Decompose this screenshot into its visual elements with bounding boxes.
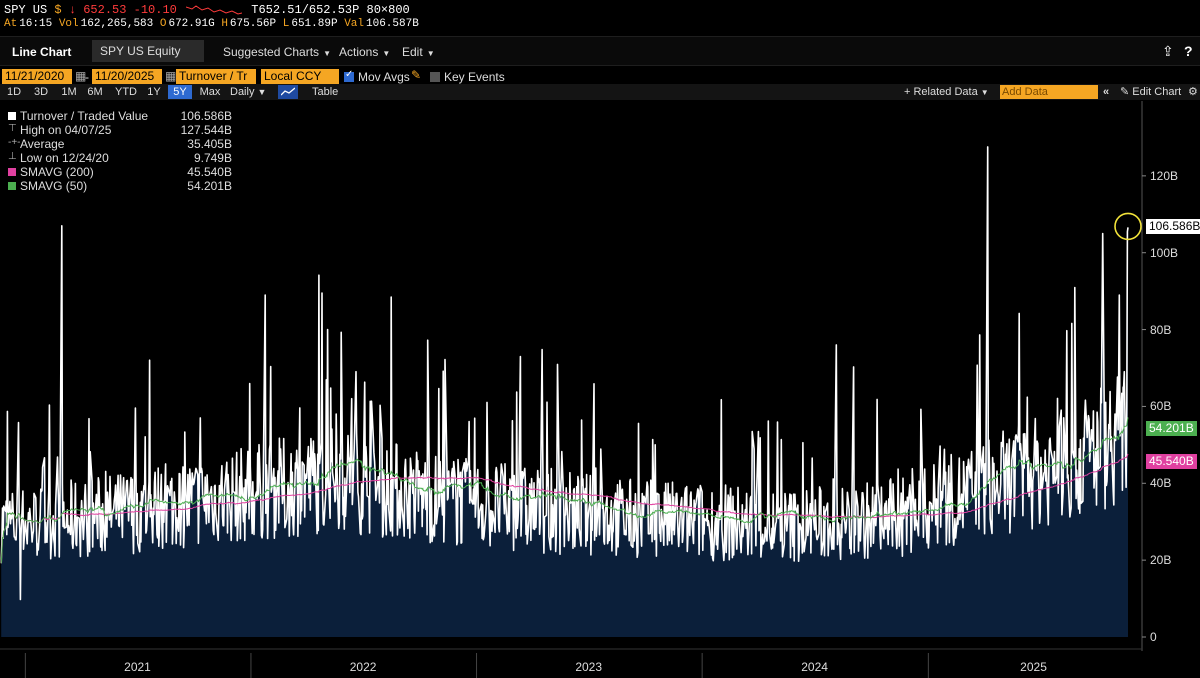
last-value-badge-smavg-200: 45.540B	[1146, 453, 1197, 469]
date-separator: -	[85, 70, 89, 84]
table-button[interactable]: Table	[312, 86, 339, 98]
range-ytd[interactable]: YTD	[115, 86, 137, 98]
range-6m[interactable]: 6M	[87, 86, 103, 98]
vol-label: Vol	[58, 18, 79, 30]
menu-bar: Line Chart SPY US Equity Suggested Chart…	[0, 36, 1200, 66]
range-1d[interactable]: 1D	[6, 86, 22, 98]
y-tick-label: 60B	[1150, 399, 1172, 414]
volume: 162,265,583	[80, 18, 154, 30]
ticker-bar: SPY US $ ↓ 652.53 -10.10 T652.51/652.53P…	[0, 0, 1200, 34]
low-price: 651.89P	[291, 18, 338, 30]
sparkline-icon	[185, 5, 243, 15]
legend-low: ⊥ Low on 12/24/20 9.749B	[8, 151, 232, 165]
traded-value: 106.587B	[366, 18, 419, 30]
val-label: Val	[344, 18, 364, 30]
smavg-200-line	[0, 453, 1129, 564]
range-max[interactable]: Max	[199, 86, 221, 98]
square-marker-icon	[8, 182, 16, 190]
last-value-badge-smavg-50: 54.201B	[1146, 420, 1197, 436]
x-tick-label: 2023	[575, 660, 603, 674]
smavg-50-line	[0, 417, 1129, 564]
last-price: 652.53	[83, 3, 127, 17]
legend-smavg-200: SMAVG (200) 45.540B	[8, 165, 236, 179]
chevron-down-icon: ▼	[382, 49, 391, 58]
y-tick-label: 0	[1150, 630, 1157, 644]
key-events-checkbox[interactable]	[430, 72, 440, 82]
high-price: 675.56P	[229, 18, 277, 30]
square-marker-icon	[8, 168, 16, 176]
page-title: Line Chart	[12, 45, 72, 59]
last-value-badge-turnover: 106.586B	[1146, 219, 1200, 235]
calendar-icon[interactable]: ▦	[165, 69, 177, 83]
at-label: At	[4, 18, 18, 30]
legend-smavg-50: SMAVG (50) 54.201B	[8, 179, 236, 193]
actions-menu[interactable]: Actions ▼	[339, 45, 391, 59]
average-marker-icon: -+-	[8, 137, 21, 148]
range-5y[interactable]: 5Y	[168, 85, 192, 99]
x-tick-label: 2024	[801, 660, 828, 674]
bid-ask: T652.51/652.53P	[251, 3, 360, 17]
open-label: O	[159, 18, 167, 30]
last-time: 16:15	[19, 18, 53, 30]
currency-select[interactable]: Local CCY	[261, 69, 339, 84]
high-label: H	[221, 18, 228, 30]
edit-menu[interactable]: Edit ▼	[402, 45, 435, 59]
price-change: -10.10	[133, 3, 177, 17]
export-icon[interactable]: ⇪	[1162, 43, 1174, 59]
field-select[interactable]: Turnover / Tr	[176, 69, 256, 84]
related-data-button[interactable]: + Related Data ▼	[904, 86, 989, 98]
pencil-icon: ✎	[1120, 86, 1130, 98]
params-row: 11/21/2020 ▦ - 11/20/2025 ▦ Turnover / T…	[0, 68, 1200, 85]
low-label: L	[282, 18, 290, 30]
chevron-down-icon: ▼	[980, 88, 989, 97]
help-icon[interactable]: ?	[1184, 43, 1193, 59]
bid-ask-size: 80×800	[366, 3, 410, 17]
legend-turnover: Turnover / Traded Value 106.586B	[8, 109, 236, 123]
square-marker-icon	[8, 112, 16, 120]
y-tick-label: 120B	[1150, 168, 1179, 183]
edit-chart-button[interactable]: ✎ Edit Chart	[1120, 86, 1182, 98]
calendar-icon[interactable]: ▦	[75, 69, 87, 83]
x-tick-label: 2025	[1020, 660, 1047, 674]
dollar-icon: $	[54, 3, 62, 17]
range-row: 1D 3D 1M 6M YTD 1Y 5Y Max Daily ▼ Table …	[0, 84, 1200, 100]
y-tick-label: 40B	[1150, 476, 1172, 491]
line-chart-icon[interactable]	[278, 85, 298, 99]
pencil-icon[interactable]: ✎	[411, 68, 422, 82]
down-arrow-icon: ↓	[68, 3, 77, 17]
chevron-down-icon: ▼	[257, 87, 267, 97]
security-input[interactable]: SPY US Equity	[92, 40, 204, 62]
ticker-symbol[interactable]: SPY US	[4, 3, 48, 17]
high-marker-icon: ⊤	[8, 123, 17, 134]
chevron-down-icon: ▼	[426, 49, 435, 58]
last-value-marker	[1114, 212, 1142, 241]
chevron-down-icon: ▼	[323, 49, 331, 58]
range-1m[interactable]: 1M	[61, 86, 77, 98]
frequency-select[interactable]: Daily ▼	[230, 86, 267, 98]
legend-high: ⊤ High on 04/07/25 127.544B	[8, 123, 232, 137]
y-tick-label: 20B	[1150, 553, 1172, 568]
add-data-input[interactable]: Add Data	[1000, 85, 1098, 99]
y-tick-label: 100B	[1150, 245, 1179, 260]
end-date-input[interactable]: 11/20/2025	[92, 69, 162, 84]
legend-average: -+- Average 35.405B	[8, 137, 232, 151]
start-date-input[interactable]: 11/21/2020	[2, 69, 72, 84]
mov-avgs-label[interactable]: Mov Avgs	[358, 70, 410, 84]
turnover-area	[1, 146, 1129, 637]
chart-legend[interactable]: Turnover / Traded Value 106.586B ⊤ High …	[4, 107, 238, 199]
range-3d[interactable]: 3D	[33, 86, 49, 98]
range-1y[interactable]: 1Y	[147, 86, 161, 98]
key-events-label[interactable]: Key Events	[444, 70, 505, 84]
gear-icon[interactable]: ⚙	[1188, 86, 1198, 98]
y-tick-label: 80B	[1150, 322, 1172, 337]
x-tick-label: 2021	[124, 660, 151, 674]
collapse-icon[interactable]: «	[1103, 86, 1110, 98]
open-price: 672.91G	[168, 18, 215, 30]
chart-area[interactable]	[0, 101, 1200, 678]
turnover-chart[interactable]	[0, 101, 1200, 678]
mov-avgs-checkbox[interactable]: ✓	[344, 69, 354, 82]
low-marker-icon: ⊥	[8, 151, 17, 162]
x-tick-label: 2022	[349, 660, 377, 674]
suggested-charts-menu[interactable]: Suggested Charts ▼	[223, 45, 331, 59]
